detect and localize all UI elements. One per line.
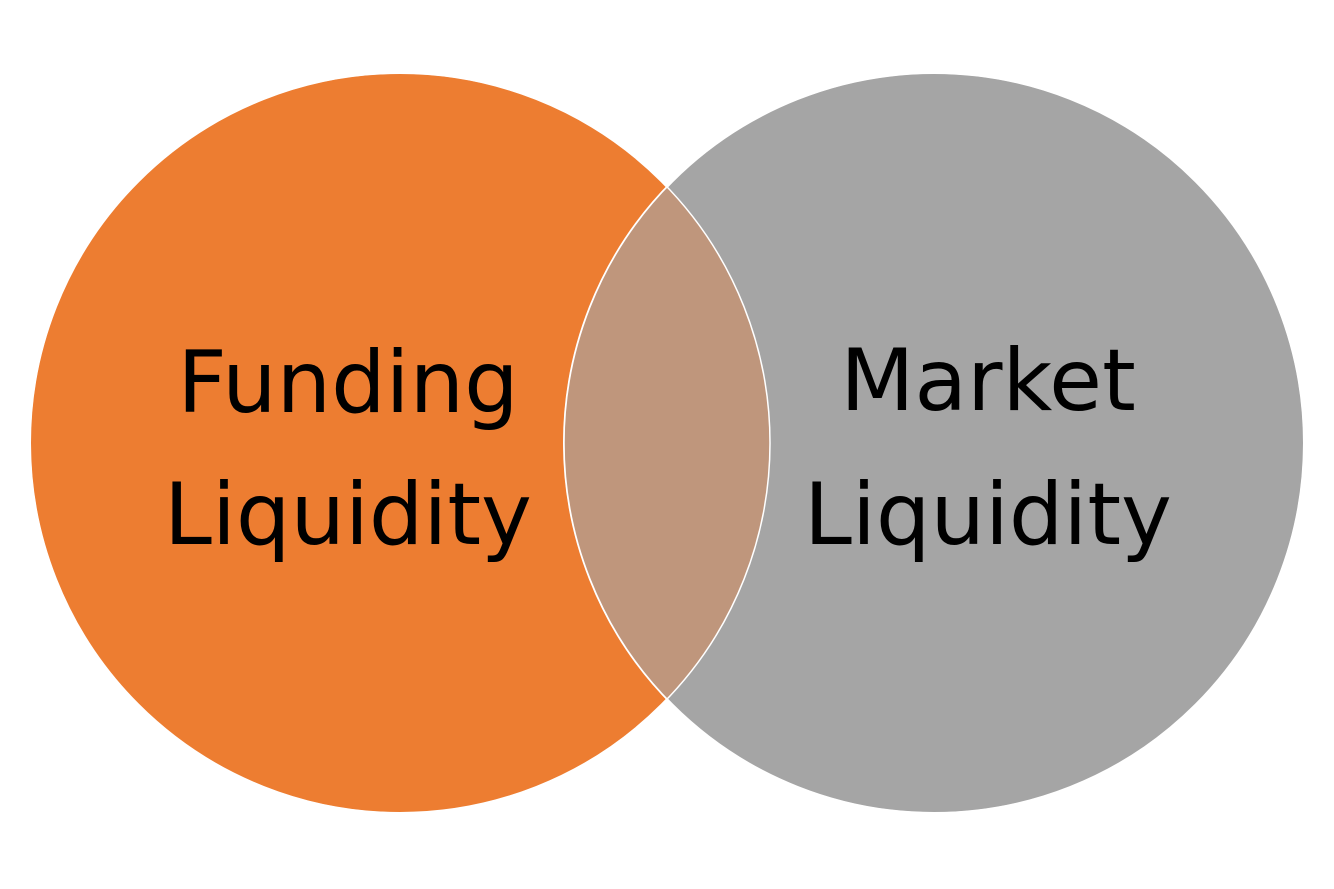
market-circle-outline xyxy=(563,72,1305,814)
market-label-line-1: Market xyxy=(840,331,1136,431)
market-label-line-2: Liquidity xyxy=(804,465,1172,565)
funding-label-line-1: Funding xyxy=(177,333,518,433)
funding-circle-outline xyxy=(29,72,771,814)
funding-label-line-2: Liquidity xyxy=(164,465,532,565)
